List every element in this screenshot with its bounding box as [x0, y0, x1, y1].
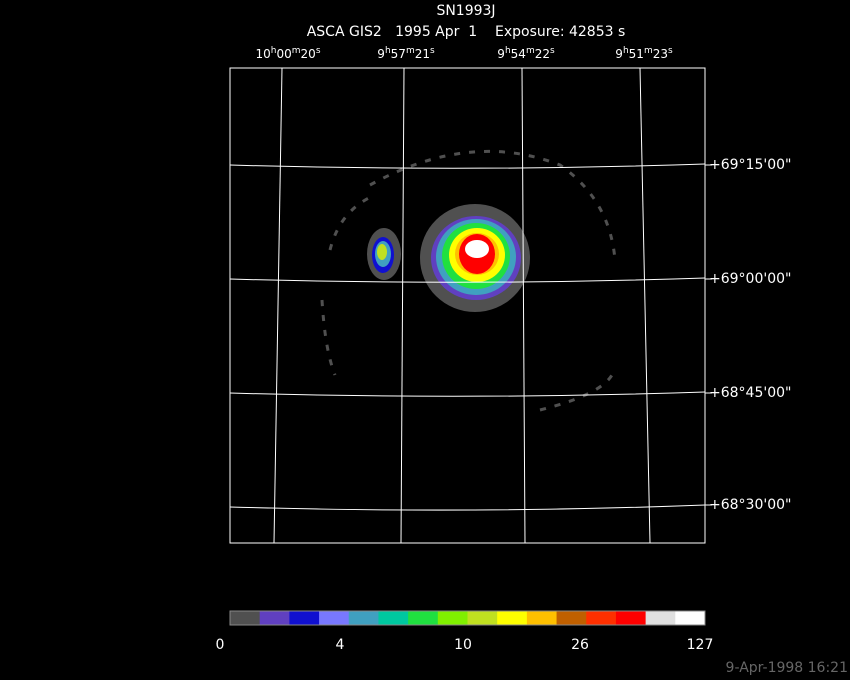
colorbar-tick-label: 0	[216, 637, 225, 653]
ra-unit: m	[526, 46, 535, 56]
ra-value: 00	[276, 47, 291, 61]
colorbar-cell	[675, 611, 706, 625]
grid-line	[229, 391, 706, 397]
colorbar-cell	[259, 611, 290, 625]
grid-line	[400, 67, 405, 544]
colorbar-cell	[526, 611, 558, 625]
title: SN1993J	[436, 3, 495, 19]
ra-label: 9h54m22s	[497, 46, 555, 61]
colorbar-cell	[408, 611, 439, 625]
ra-value: 21	[415, 47, 430, 61]
ra-unit: s	[668, 46, 673, 56]
ra-label: 10h00m20s	[255, 46, 320, 61]
ra-unit: s	[430, 46, 435, 56]
ra-label: 9h51m23s	[615, 46, 673, 61]
ra-unit: m	[292, 46, 301, 56]
colorbar-cell	[230, 611, 261, 625]
colorbar-cell	[319, 611, 350, 625]
ra-unit: m	[644, 46, 653, 56]
subtitle: ASCA GIS2 1995 Apr 1 Exposure: 42853 s	[307, 24, 626, 40]
colorbar-cell	[348, 611, 379, 625]
colorbar-cell	[645, 611, 676, 625]
image	[320, 149, 617, 412]
dec-label: +68°45'00"	[709, 385, 791, 401]
ra-unit: m	[406, 46, 415, 56]
source-peak	[465, 240, 489, 258]
grid-line	[521, 67, 526, 544]
ra-value: 23	[653, 47, 668, 61]
grid-line	[229, 163, 706, 169]
ra-value: 22	[535, 47, 550, 61]
colorbar-tick-label: 4	[336, 637, 345, 653]
grid-line	[639, 67, 651, 544]
dec-label: +69°00'00"	[709, 271, 791, 287]
colorbar-tick-label: 127	[687, 637, 714, 653]
colorbar-cell	[378, 611, 409, 625]
grid-line	[273, 67, 283, 544]
colorbar-frame	[229, 610, 706, 626]
colorbar-cell	[289, 611, 320, 625]
ra-unit: h	[271, 46, 277, 56]
colorbar-tick-label: 26	[571, 637, 589, 653]
ra-unit: h	[623, 46, 629, 56]
ra-unit: s	[316, 46, 321, 56]
colorbar-cell	[437, 611, 468, 625]
ra-value: 9	[377, 47, 385, 61]
ra-value: 10	[255, 47, 270, 61]
ra-unit: h	[385, 46, 391, 56]
ra-unit: s	[550, 46, 555, 56]
ra-label: 9h57m21s	[377, 46, 435, 61]
image-frame	[229, 67, 706, 544]
diffuse-ring	[320, 149, 617, 412]
colorbar-cell	[586, 611, 617, 625]
colorbar-cell	[615, 611, 647, 625]
ra-value: 51	[629, 47, 644, 61]
ra-value: 57	[391, 47, 406, 61]
colorbar-cell	[467, 611, 498, 625]
colorbar-cell	[556, 611, 587, 625]
ra-value: 20	[301, 47, 316, 61]
grid-line	[229, 504, 706, 511]
colorbar-cell	[497, 611, 528, 625]
ra-unit: h	[505, 46, 511, 56]
ra-value: 54	[511, 47, 526, 61]
dec-label: +68°30'00"	[709, 497, 791, 513]
coordinate-grid	[229, 67, 706, 544]
timestamp: 9-Apr-1998 16:21	[726, 660, 848, 676]
source2-core	[377, 244, 387, 260]
ra-value: 9	[615, 47, 623, 61]
grid-line	[229, 277, 706, 283]
ra-value: 9	[497, 47, 505, 61]
dec-label: +69°15'00"	[709, 157, 791, 173]
colorbar-tick-label: 10	[454, 637, 472, 653]
